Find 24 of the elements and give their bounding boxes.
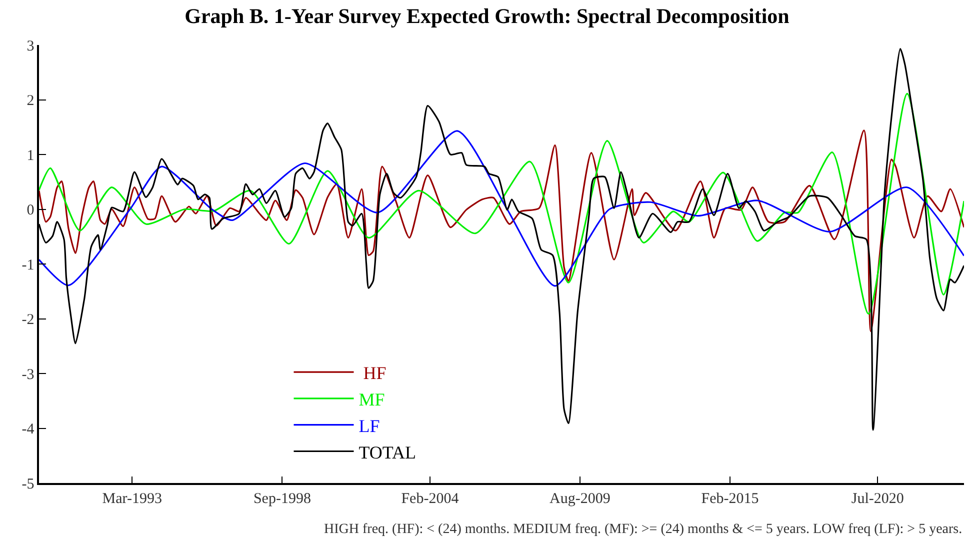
line-series — [39, 92, 964, 315]
x-tick-label: Jul-2020 — [851, 490, 904, 507]
x-tick-label: Mar-1993 — [102, 490, 162, 507]
y-tick-label: -1 — [22, 257, 34, 274]
y-tick-label: 2 — [26, 93, 34, 109]
line-series — [39, 130, 964, 332]
legend-label: MF — [358, 389, 385, 410]
y-tick-label: -5 — [22, 476, 34, 492]
y-tick-label: 1 — [26, 148, 34, 164]
y-tick-label: 3 — [26, 38, 34, 54]
line-series — [39, 130, 964, 287]
x-tick-label: Aug-2009 — [549, 490, 610, 507]
chart-title: Graph B. 1-Year Survey Expected Growth: Spectral Decomposition — [184, 4, 790, 28]
y-tick-label: -3 — [22, 366, 34, 383]
legend-label: HF — [358, 363, 386, 384]
y-tick-label: -4 — [22, 422, 35, 438]
x-tick-label: Feb-2015 — [701, 490, 759, 507]
legend-label: LF — [358, 416, 380, 436]
y-tick-label: -2 — [22, 312, 34, 328]
y-tick-label: 0 — [26, 202, 34, 218]
legend-label: TOTAL — [358, 442, 416, 462]
x-tick-label: Sep-1998 — [253, 490, 311, 507]
text: HIGH freq. (HF): < (24) months. MEDIUM freq. (MF): >= (24) months & <= 5 years. LOW freq (LF): > 5 years. — [324, 522, 962, 537]
x-tick-label: Feb-2004 — [401, 490, 460, 507]
